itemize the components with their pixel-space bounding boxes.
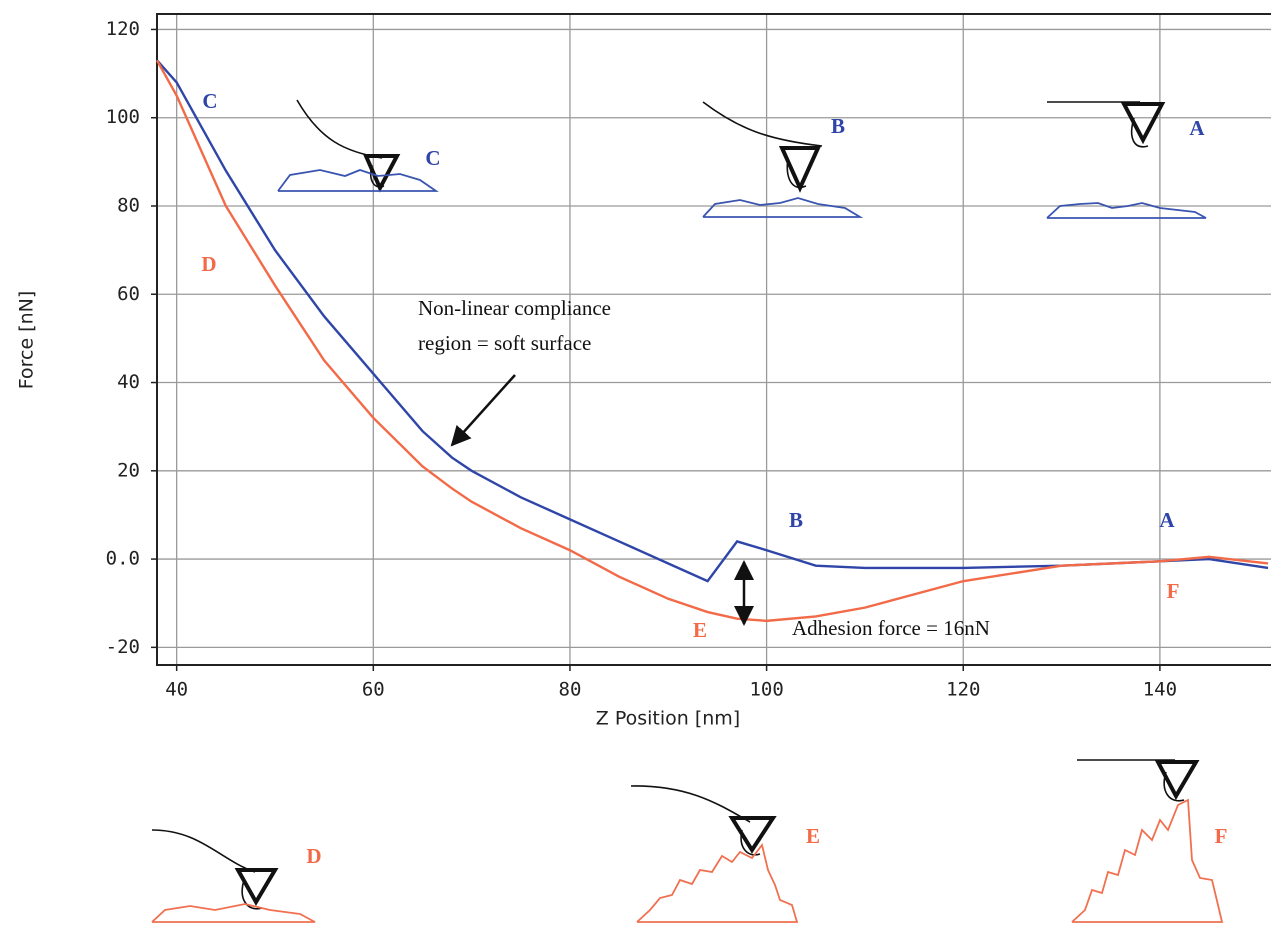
plot-area: [151, 13, 1271, 671]
x-tick-label: 140: [1143, 679, 1177, 701]
series-line: [155, 59, 1269, 623]
x-tick-label: 100: [749, 679, 783, 701]
y-tick-label: 40: [117, 371, 140, 393]
cartoon-d: [151, 829, 316, 923]
cartoon-f: [1071, 759, 1224, 923]
cartoon-a: [1046, 101, 1207, 219]
x-tick-label: 120: [946, 679, 980, 701]
series-line: [156, 59, 1269, 583]
x-axis-label: Z Position [nm]: [596, 708, 740, 730]
y-axis-label: Force [nN]: [16, 291, 38, 390]
y-tick-label: 20: [117, 459, 140, 481]
y-tick-label: 0.0: [106, 548, 140, 570]
annotation-letter: D: [201, 252, 216, 276]
annotation-letter: F: [1167, 579, 1180, 603]
annotation-letter: D: [306, 844, 321, 868]
annotation-letter: B: [831, 114, 845, 138]
annotation: region = soft surface: [418, 331, 591, 355]
y-tick-label: 120: [106, 18, 140, 40]
annotation: Adhesion force = 16nN: [792, 616, 990, 640]
y-tick-label: 60: [117, 283, 140, 305]
annotation-letter: A: [1189, 116, 1205, 140]
annotation: Non-linear compliance: [418, 296, 611, 320]
cartoon-c: [277, 99, 439, 193]
annotation-letter: C: [425, 146, 440, 170]
cartoon-e: [630, 785, 799, 923]
annotation-letter: E: [806, 824, 820, 848]
annotation-letter: B: [789, 508, 803, 532]
x-tick-label: 80: [559, 679, 582, 701]
arrow: [450, 374, 516, 447]
cartoon-b: [702, 101, 864, 218]
y-tick-label: -20: [106, 636, 140, 658]
y-tick-label: 80: [117, 194, 140, 216]
annotation-letter: F: [1215, 824, 1228, 848]
y-tick-label: 100: [106, 106, 140, 128]
plot-frame: [156, 13, 1271, 666]
x-tick-label: 60: [362, 679, 385, 701]
annotation-letter: E: [693, 618, 707, 642]
annotation-letter: A: [1159, 508, 1175, 532]
x-tick-label: 40: [165, 679, 188, 701]
annotation-letter: C: [202, 89, 217, 113]
